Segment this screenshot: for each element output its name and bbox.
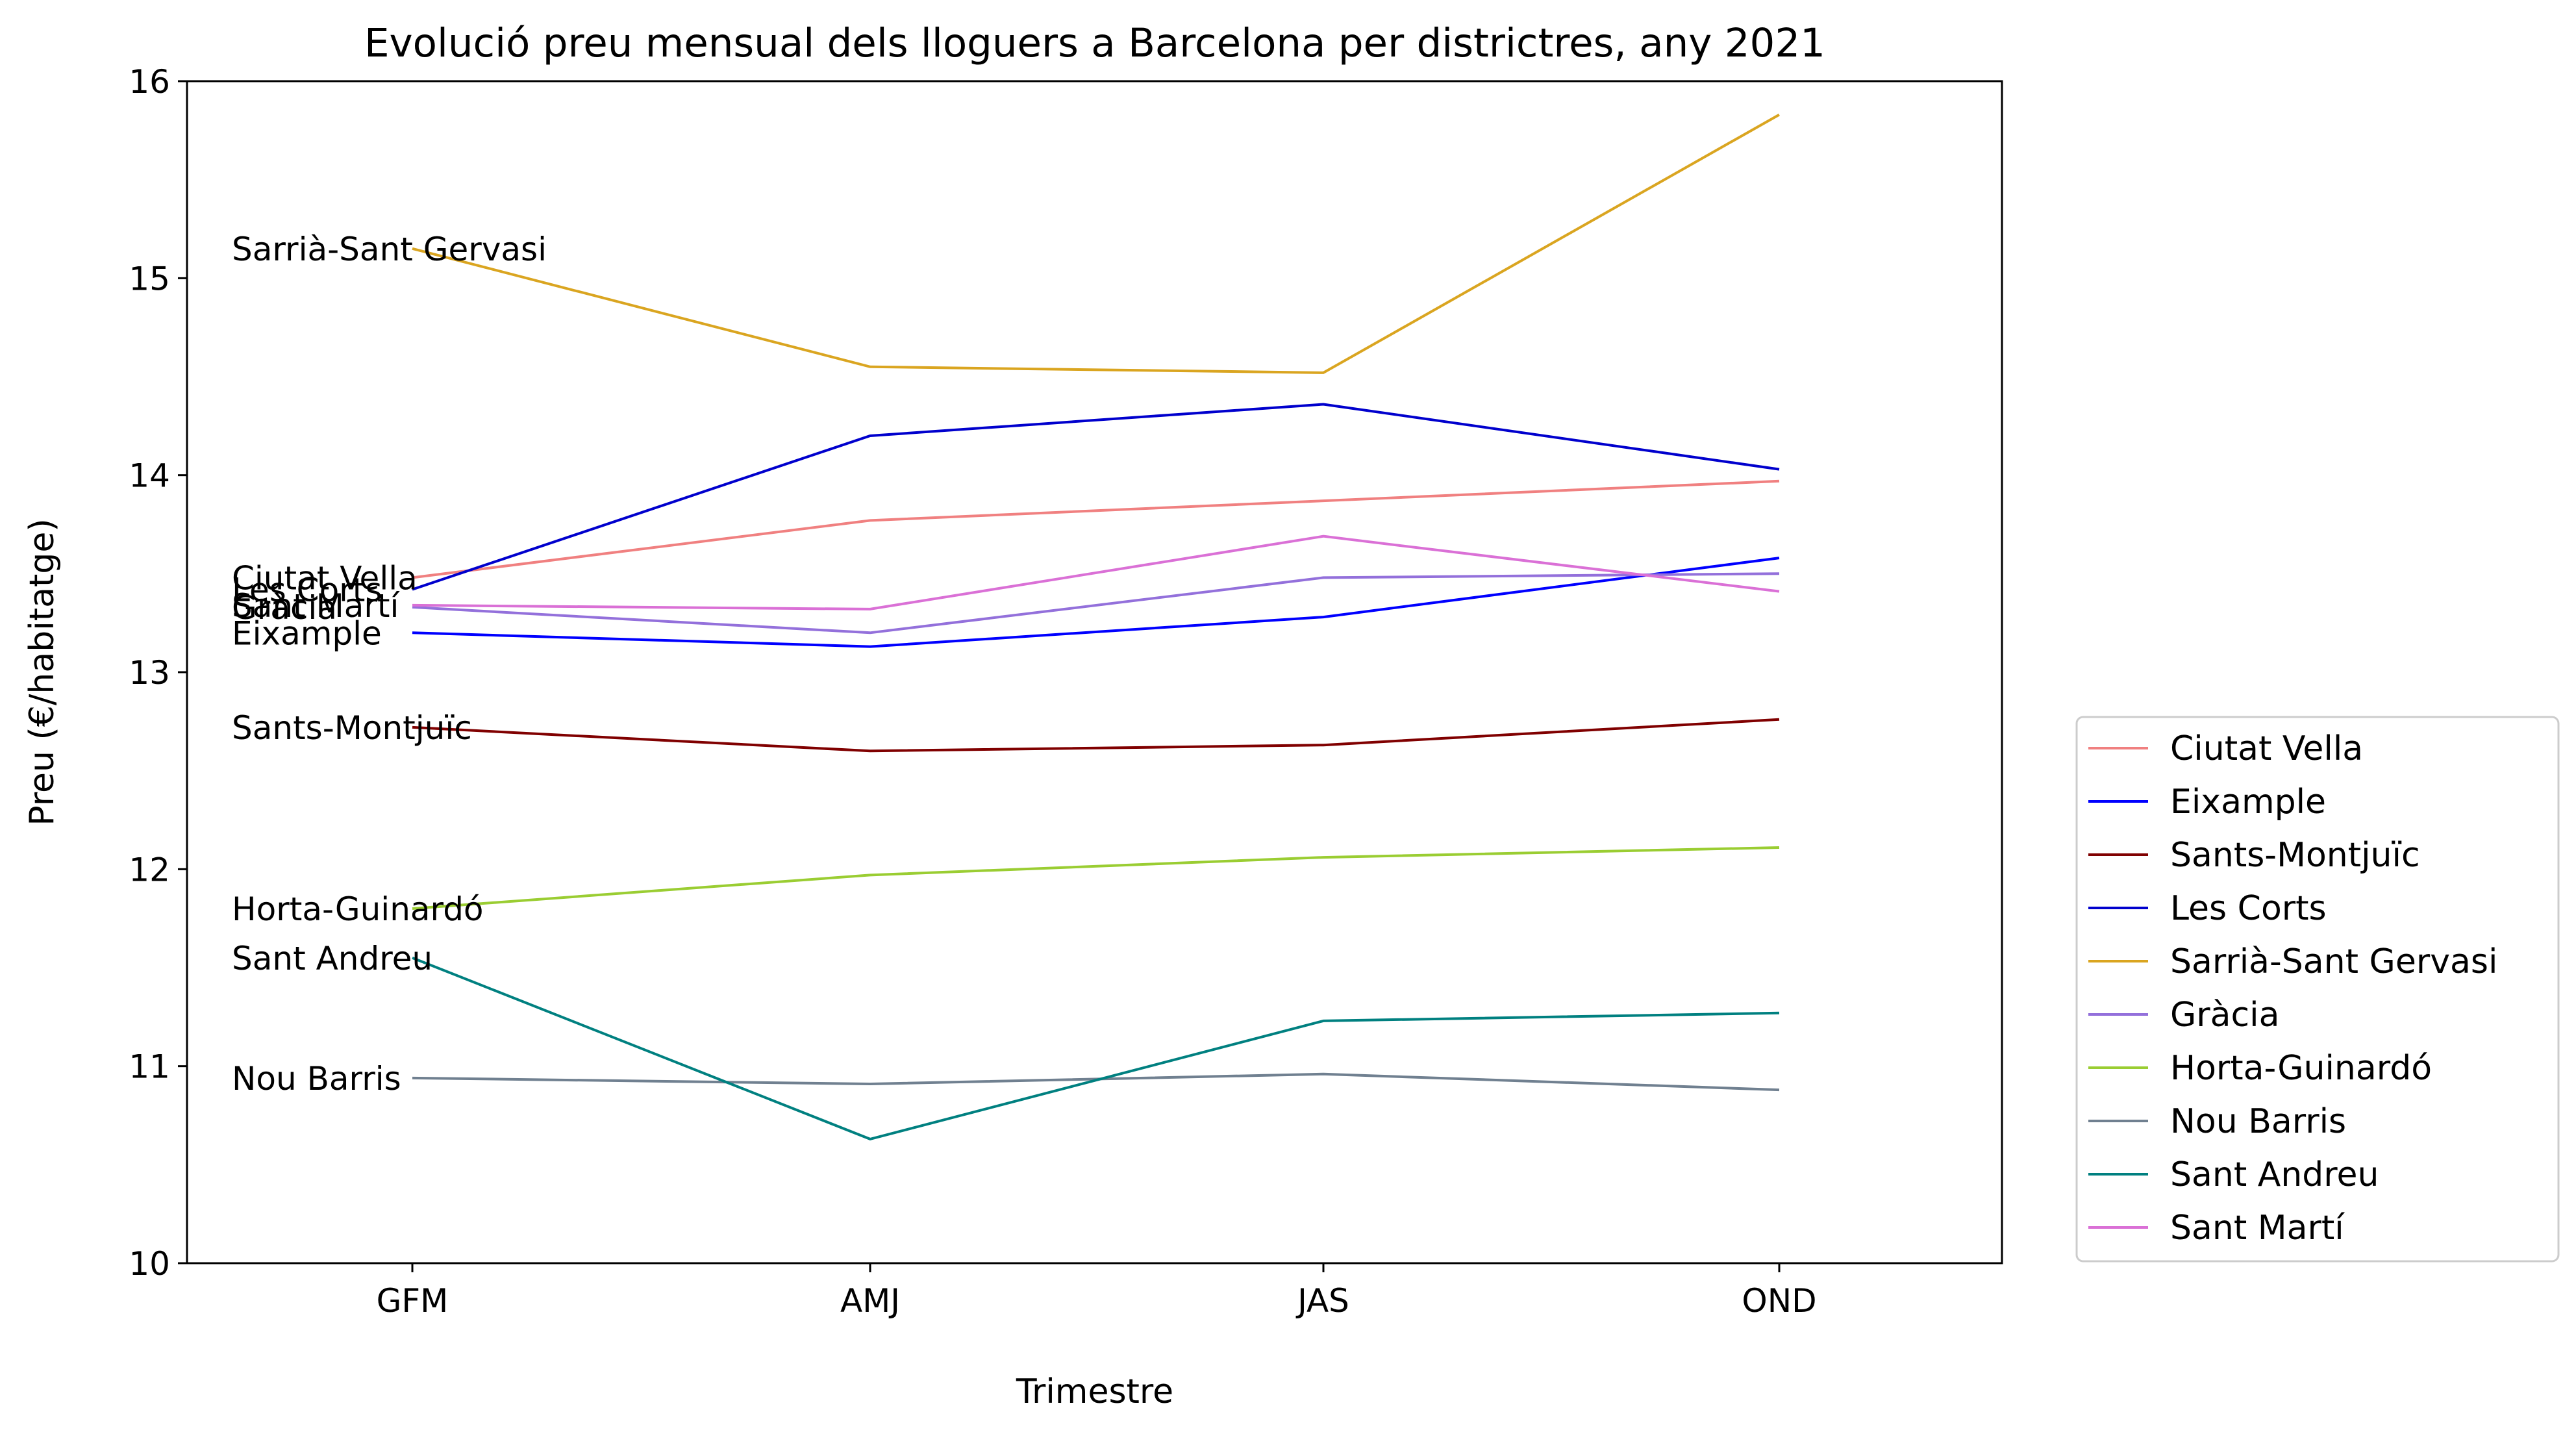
x-axis: GFM AMJ JAS OND	[377, 1263, 1817, 1320]
series-line	[412, 403, 1780, 591]
series-start-label: Sarrià-Sant Gervasi	[232, 231, 547, 268]
y-axis: 10 11 12 13 14 15 16	[129, 63, 187, 1283]
series-start-label: Eixample	[232, 614, 382, 652]
y-tick-label: 16	[129, 63, 170, 101]
y-tick-label: 11	[129, 1048, 170, 1086]
x-tick-label: AMJ	[840, 1282, 900, 1320]
series-start-label: Gràcia	[232, 589, 337, 627]
series-start-label: Sants-Montjuïc	[232, 709, 472, 747]
legend-label: Ciutat Vella	[2170, 729, 2363, 768]
series-line	[412, 479, 1780, 579]
legend-label: Nou Barris	[2170, 1102, 2346, 1141]
series-line	[412, 535, 1780, 610]
series-line	[412, 718, 1780, 753]
x-tick-label: GFM	[377, 1282, 449, 1320]
legend-label: Les Corts	[2170, 889, 2327, 928]
chart-title: Evolució preu mensual dels lloguers a Ba…	[364, 20, 1825, 66]
series-start-label: Sant Andreu	[232, 940, 432, 977]
series-labels: Ciutat Vella Eixample Sants-Montjuïc Les Co…	[232, 231, 547, 1098]
series-lines	[412, 113, 1780, 1141]
series-line	[412, 557, 1780, 648]
series-line	[412, 956, 1780, 1141]
series-line	[412, 113, 1780, 374]
y-tick-label: 13	[129, 654, 170, 692]
y-tick-label: 14	[129, 457, 170, 495]
series-line	[412, 572, 1780, 635]
series-start-label: Sant Martí	[232, 587, 401, 625]
legend-label: Sant Martí	[2170, 1209, 2345, 1248]
series-line	[412, 1072, 1780, 1092]
legend-label: Sant Andreu	[2170, 1155, 2379, 1194]
legend-label: Eixample	[2170, 783, 2326, 822]
legend-box	[2075, 716, 2560, 1263]
legend-label: Gràcia	[2170, 996, 2279, 1035]
legend: Ciutat Vella Eixample Sants-Montjuïc Les Co…	[2075, 716, 2560, 1263]
x-axis-label: Trimestre	[1016, 1372, 1173, 1411]
x-tick-label: JAS	[1295, 1282, 1349, 1320]
x-tick-label: OND	[1742, 1282, 1816, 1320]
legend-label: Horta-Guinardó	[2170, 1049, 2432, 1088]
series-start-label: Ciutat Vella	[232, 559, 418, 597]
series-line	[412, 846, 1780, 910]
legend-label: Sarrià-Sant Gervasi	[2170, 942, 2497, 981]
y-tick-label: 10	[129, 1245, 170, 1283]
series-start-label: Horta-Guinardó	[232, 890, 484, 928]
y-axis-label: Preu (€/habitatge)	[23, 518, 62, 825]
y-tick-label: 15	[129, 260, 170, 297]
series-start-label: Les Corts	[232, 572, 382, 609]
y-tick-label: 12	[129, 851, 170, 888]
legend-label: Sants-Montjuïc	[2170, 836, 2420, 875]
series-start-label: Nou Barris	[232, 1060, 401, 1098]
